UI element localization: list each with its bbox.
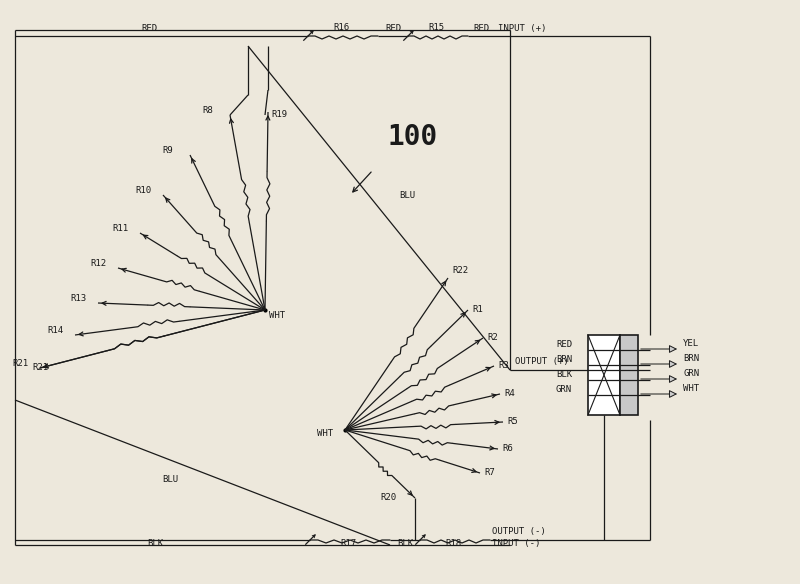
Text: R5: R5 — [507, 417, 518, 426]
Text: BLK: BLK — [147, 539, 163, 548]
Text: R7: R7 — [484, 468, 494, 477]
Text: BRN: BRN — [556, 355, 572, 364]
Text: R18: R18 — [445, 539, 461, 548]
Text: 100: 100 — [388, 123, 438, 151]
Text: BLU: BLU — [399, 191, 415, 200]
Text: WHT: WHT — [317, 429, 333, 438]
Text: R8: R8 — [202, 106, 213, 115]
Text: OUTPUT (+): OUTPUT (+) — [515, 357, 569, 366]
Text: R22: R22 — [452, 266, 468, 275]
Text: R17: R17 — [340, 539, 356, 548]
Text: R21: R21 — [12, 359, 28, 368]
Text: BLK: BLK — [556, 370, 572, 379]
Text: R14: R14 — [47, 326, 63, 335]
Text: INPUT (-): INPUT (-) — [492, 539, 540, 548]
Text: R13: R13 — [70, 294, 86, 303]
Text: RED: RED — [556, 340, 572, 349]
Text: R16: R16 — [333, 23, 349, 32]
Text: R10: R10 — [135, 186, 151, 195]
Text: BRN: BRN — [683, 354, 699, 363]
Text: R4: R4 — [504, 389, 514, 398]
Text: R3: R3 — [498, 361, 509, 370]
Text: R6: R6 — [502, 444, 513, 453]
Text: INPUT (+): INPUT (+) — [498, 24, 546, 33]
Text: GRN: GRN — [683, 369, 699, 378]
Text: R11: R11 — [112, 224, 128, 233]
Text: R21: R21 — [32, 363, 48, 372]
Text: GRN: GRN — [556, 385, 572, 394]
Text: R1: R1 — [472, 305, 482, 314]
Text: OUTPUT (-): OUTPUT (-) — [492, 527, 546, 536]
Bar — [620, 335, 638, 415]
Text: R2: R2 — [487, 333, 498, 342]
Text: R15: R15 — [428, 23, 444, 32]
Bar — [588, 335, 620, 415]
Text: RED: RED — [385, 24, 401, 33]
Text: BLK: BLK — [397, 539, 413, 548]
Text: R9: R9 — [162, 146, 173, 155]
Text: R19: R19 — [271, 110, 287, 119]
Text: YEL: YEL — [683, 339, 699, 348]
Text: R12: R12 — [90, 259, 106, 268]
Text: RED: RED — [141, 24, 157, 33]
Text: WHT: WHT — [683, 384, 699, 393]
Text: WHT: WHT — [269, 311, 285, 320]
Text: BLU: BLU — [162, 475, 178, 484]
Text: R20: R20 — [380, 493, 396, 502]
Text: RED: RED — [473, 24, 489, 33]
